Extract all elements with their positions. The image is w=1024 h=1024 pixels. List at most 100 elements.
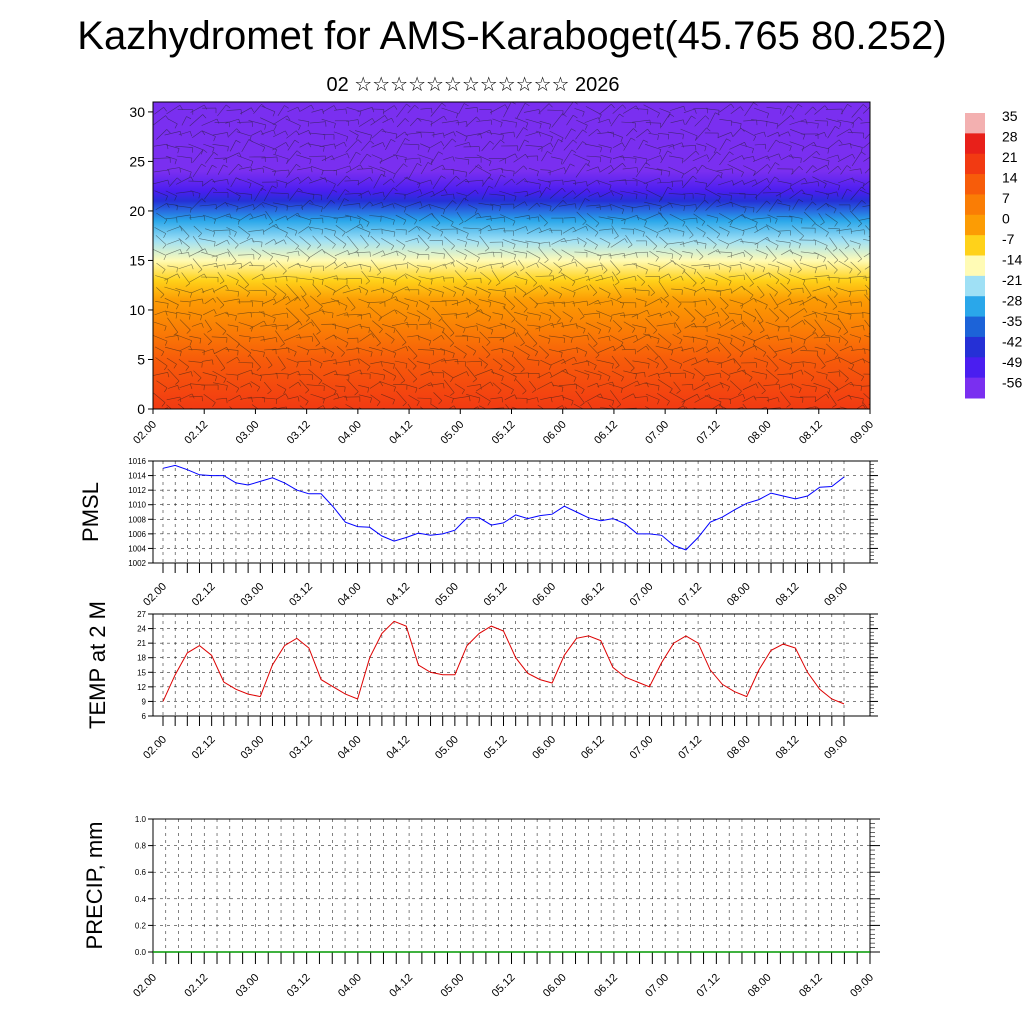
pmsl-y-tick-label: 1004: [128, 544, 146, 553]
temp-y-tick-label: 12: [137, 683, 146, 692]
colorbar-label: -7: [1002, 231, 1015, 247]
precip-y-tick-label: 0.8: [135, 842, 147, 851]
pmsl-x-tick-label: 06.00: [530, 581, 558, 609]
pmsl-x-tick-label: 05.00: [433, 581, 461, 609]
heatmap-x-tick-label: 02.00: [131, 419, 159, 447]
precip-x-tick-label: 03.12: [285, 972, 313, 1000]
temp-y-tick-label: 24: [137, 625, 146, 634]
colorbar-swatch: [965, 377, 985, 399]
colorbar-swatch: [965, 174, 985, 195]
pmsl-x-tick-label: 07.00: [628, 581, 656, 609]
precip-x-tick-label: 04.12: [387, 972, 415, 1000]
precip-x-tick-label: 03.00: [234, 972, 262, 1000]
temp-panel: 6 9 12 15 18 21 24 27 02.00 02.12 03.00 03.12 04.00 0…: [85, 601, 878, 762]
heatmap-x-tick-label: 03.12: [285, 419, 313, 447]
temp-x-tick-label: 05.00: [433, 734, 461, 762]
temp-x-tick-label: 06.00: [530, 734, 558, 762]
precip-y-tick-label: 0.4: [135, 895, 147, 904]
precip-x-tick-label: 08.12: [797, 972, 825, 1000]
page-title: Kazhydromet for AMS-Karaboget(45.765 80.…: [77, 14, 947, 58]
temp-x-tick-label: 05.12: [482, 734, 510, 762]
temp-y-tick-label: 18: [137, 654, 146, 663]
heatmap-y-tick-label: 10: [129, 302, 145, 318]
pmsl-y-tick-label: 1010: [128, 501, 146, 510]
precip-x-tick-label: 09.00: [848, 972, 876, 1000]
precip-x-tick-label: 02.00: [131, 972, 159, 1000]
pmsl-x-tick-label: 03.12: [287, 581, 315, 609]
heatmap-y-tick-label: 30: [129, 104, 145, 120]
pmsl-y-axis-title: PMSL: [78, 482, 103, 542]
heatmap-panel: 0 5 10 15 20 25 30 02.00 02.12 03.00 03.12 04.00 04.…: [129, 101, 876, 447]
precip-x-tick-label: 07.12: [695, 972, 723, 1000]
pmsl-y-tick-label: 1016: [128, 457, 146, 466]
colorbar-label: -56: [1002, 375, 1022, 391]
temp-x-tick-label: 08.12: [774, 734, 802, 762]
colorbar-label: 14: [1002, 170, 1018, 186]
colorbar-swatch: [965, 336, 985, 358]
precip-x-tick-label: 08.00: [746, 972, 774, 1000]
pmsl-x-tick-label: 08.00: [725, 581, 753, 609]
pmsl-panel: 1002 1004 1006 1008 1010 1012 1014 1016 02.00 02.…: [78, 457, 878, 609]
heatmap-y-tick-label: 15: [129, 252, 145, 268]
temp-y-axis-title: TEMP at 2 M: [85, 601, 110, 729]
heatmap-x-tick-label: 09.00: [848, 419, 876, 447]
colorbar-label: -14: [1002, 252, 1022, 268]
heatmap-x-tick-label: 04.12: [387, 419, 415, 447]
heatmap-y-tick-label: 25: [129, 153, 145, 169]
temp-y-tick-label: 9: [142, 697, 147, 706]
colorbar: 35 28 21 14 7 0 -7 -14 -21 -28 -35 -42 -49 -56: [965, 108, 1022, 399]
temp-x-tick-label: 04.12: [384, 734, 412, 762]
colorbar-swatch: [965, 133, 985, 155]
heatmap-x-tick-label: 03.00: [234, 419, 262, 447]
temp-x-tick-label: 03.12: [287, 734, 315, 762]
temp-x-tick-label: 03.00: [238, 734, 266, 762]
pmsl-x-tick-label: 05.12: [482, 581, 510, 609]
pmsl-x-tick-label: 04.00: [336, 581, 364, 609]
precip-x-tick-label: 04.00: [336, 972, 364, 1000]
pmsl-y-tick-label: 1002: [128, 559, 146, 568]
precip-panel: 0.0 0.2 0.4 0.6 0.8 1.0 02.00 02.12 03.00 03.12 04…: [82, 815, 880, 1000]
pmsl-series-line: [162, 464, 845, 551]
colorbar-label: 0: [1002, 211, 1010, 227]
heatmap-x-tick-label: 02.12: [182, 419, 210, 447]
temp-x-tick-label: 04.00: [336, 734, 364, 762]
heatmap-x-tick-label: 06.00: [541, 419, 569, 447]
heatmap-y-tick-label: 5: [137, 351, 145, 367]
temp-y-tick-label: 27: [137, 610, 146, 619]
colorbar-swatch: [965, 296, 985, 318]
temp-y-tick-label: 21: [137, 639, 146, 648]
heatmap-x-tick-label: 05.12: [490, 419, 518, 447]
precip-y-axis-title: PRECIP, mm: [82, 822, 107, 950]
colorbar-swatch: [965, 316, 985, 338]
pmsl-y-tick-label: 1006: [128, 530, 146, 539]
heatmap-x-tick-label: 08.12: [797, 419, 825, 447]
heatmap-x-tick-label: 08.00: [746, 419, 774, 447]
colorbar-swatch: [965, 194, 985, 216]
heatmap-x-tick-label: 04.00: [336, 419, 364, 447]
colorbar-label: 28: [1002, 129, 1018, 145]
colorbar-label: -21: [1002, 272, 1022, 288]
pmsl-x-tick-label: 08.12: [774, 581, 802, 609]
colorbar-swatch: [965, 153, 985, 175]
pmsl-x-tick-label: 04.12: [384, 581, 412, 609]
precip-y-tick-label: 0.6: [135, 868, 147, 877]
heatmap-x-tick-label: 07.00: [643, 419, 671, 447]
wind-barbs: [153, 102, 870, 409]
pmsl-y-tick-label: 1008: [128, 515, 146, 524]
pmsl-frame: [152, 460, 871, 564]
colorbar-label: 7: [1002, 190, 1010, 206]
precip-x-tick-label: 02.12: [182, 972, 210, 1000]
heatmap-y-tick-label: 0: [137, 401, 145, 417]
colorbar-swatch: [965, 214, 985, 236]
pmsl-x-tick-label: 03.00: [238, 581, 266, 609]
colorbar-swatch: [965, 113, 985, 134]
colorbar-label: -42: [1002, 334, 1022, 350]
precip-x-tick-label: 07.00: [643, 972, 671, 1000]
pmsl-y-tick-label: 1014: [128, 472, 146, 481]
temp-x-tick-label: 09.00: [822, 734, 850, 762]
pmsl-x-tick-label: 02.00: [141, 581, 169, 609]
heatmap-x-tick-label: 06.12: [592, 419, 620, 447]
pmsl-y-tick-label: 1012: [128, 486, 146, 495]
heatmap-field: [153, 102, 870, 409]
